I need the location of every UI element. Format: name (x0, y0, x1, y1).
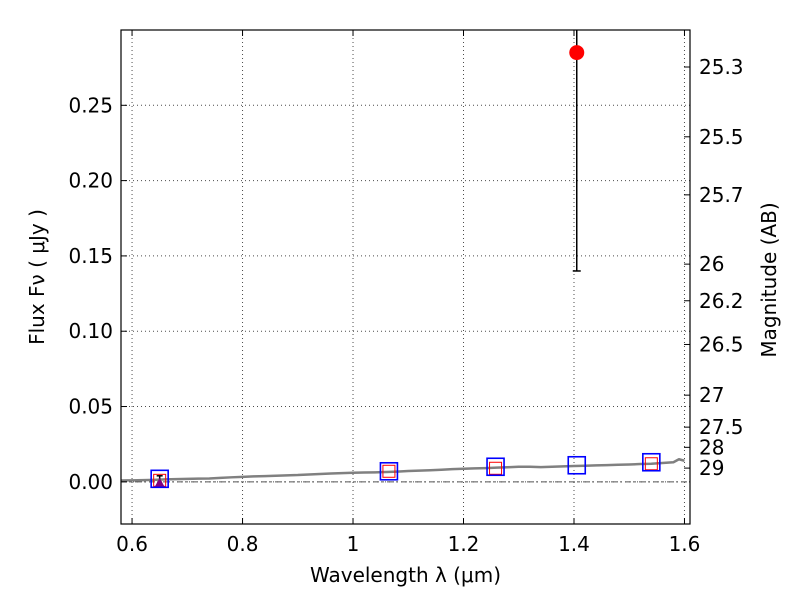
mag-tick-label: 25.3 (699, 55, 744, 79)
y-tick-label: 0.20 (68, 169, 113, 193)
mag-tick-label: 25.7 (699, 183, 744, 207)
model-point (642, 452, 661, 472)
observed-point (382, 464, 396, 478)
plot-frame (120, 29, 691, 525)
mag-tick-label: 26.5 (699, 332, 744, 356)
y-axis-label: Flux Fν ( μJy ) (25, 209, 49, 345)
spectrum-line (120, 457, 685, 482)
mag-tick-label: 29 (699, 456, 724, 480)
y-tick-label: 0.10 (68, 319, 113, 343)
mag-tick-label: 25.5 (699, 125, 744, 149)
model-point (486, 457, 505, 477)
grid (121, 30, 690, 524)
model-point (150, 469, 169, 489)
data-points (150, 30, 661, 489)
x-tick-label: 1.6 (669, 532, 701, 556)
mag-tick-label: 27.5 (699, 415, 744, 439)
model-spectrum (120, 457, 685, 482)
model-point (567, 455, 587, 475)
observed-point (644, 457, 658, 471)
y-tick-label: 0.05 (68, 395, 113, 419)
x-tick-label: 1.4 (558, 532, 590, 556)
x-tick-label: 1 (347, 532, 360, 556)
model-point (379, 461, 399, 481)
observed-point (489, 461, 503, 475)
detection-point (569, 45, 585, 61)
y2-axis-label: Magnitude (AB) (757, 202, 781, 357)
x-tick-label: 0.8 (227, 532, 259, 556)
y-tick-label: 0.00 (68, 470, 113, 494)
x-tick-label: 0.6 (116, 532, 148, 556)
mag-tick-label: 26.2 (699, 289, 744, 313)
mag-tick-label: 28 (699, 435, 724, 459)
lower-limit-marker (154, 477, 165, 487)
mag-tick-label: 26 (699, 252, 724, 276)
y-tick-label: 0.15 (68, 244, 113, 268)
x-tick-label: 1.2 (448, 532, 480, 556)
x-axis-label: Wavelength λ (μm) (310, 563, 501, 587)
y-tick-label: 0.25 (68, 93, 113, 117)
axis-ticks: 0.6 0.8 1 1.2 1.4 1.6 0.00 0.05 0.10 0.15 0.20 0.25… (68, 30, 744, 556)
mag-tick-label: 27 (699, 383, 724, 407)
